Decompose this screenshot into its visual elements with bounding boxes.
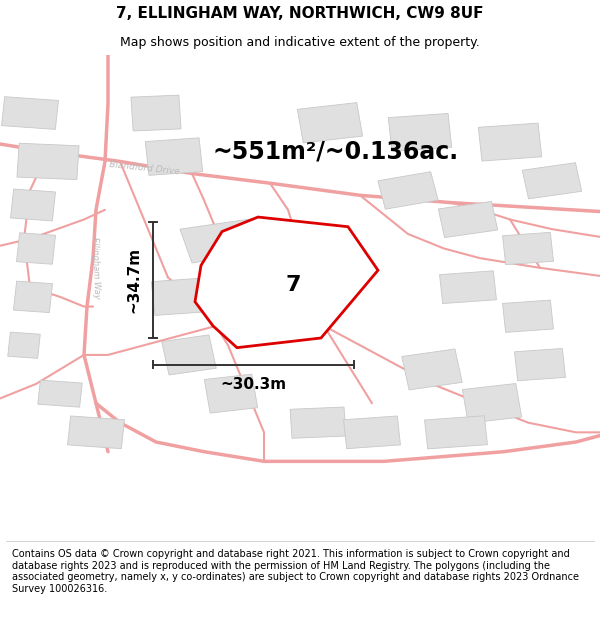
Polygon shape [8,332,40,358]
Polygon shape [378,172,438,209]
Polygon shape [344,416,400,449]
Polygon shape [38,380,82,407]
Polygon shape [180,217,276,263]
Polygon shape [145,138,203,176]
Polygon shape [16,232,56,264]
Polygon shape [162,335,216,375]
Polygon shape [2,97,58,129]
Polygon shape [388,113,452,151]
Text: Ellingham Way: Ellingham Way [91,237,101,299]
Polygon shape [425,416,487,449]
Polygon shape [402,349,462,390]
Polygon shape [503,232,553,264]
Text: ~34.7m: ~34.7m [127,247,142,313]
Polygon shape [68,416,124,449]
Polygon shape [17,143,79,179]
Text: 7: 7 [286,276,301,296]
Text: ~551m²/~0.136ac.: ~551m²/~0.136ac. [213,140,459,164]
Polygon shape [438,201,498,238]
Text: Blandford Drive: Blandford Drive [109,161,179,177]
Polygon shape [290,407,346,438]
Polygon shape [131,95,181,131]
Polygon shape [515,349,565,381]
Polygon shape [151,278,203,316]
Polygon shape [11,189,55,221]
Polygon shape [478,123,542,161]
Polygon shape [503,300,553,332]
Polygon shape [195,217,378,348]
Polygon shape [205,374,257,413]
Polygon shape [440,271,496,304]
Polygon shape [463,384,521,423]
Text: Contains OS data © Crown copyright and database right 2021. This information is : Contains OS data © Crown copyright and d… [12,549,579,594]
Text: 7, ELLINGHAM WAY, NORTHWICH, CW9 8UF: 7, ELLINGHAM WAY, NORTHWICH, CW9 8UF [116,6,484,21]
Polygon shape [13,281,53,312]
Polygon shape [522,162,582,199]
Text: ~30.3m: ~30.3m [220,378,287,392]
Text: Map shows position and indicative extent of the property.: Map shows position and indicative extent… [120,36,480,49]
Polygon shape [298,102,362,143]
